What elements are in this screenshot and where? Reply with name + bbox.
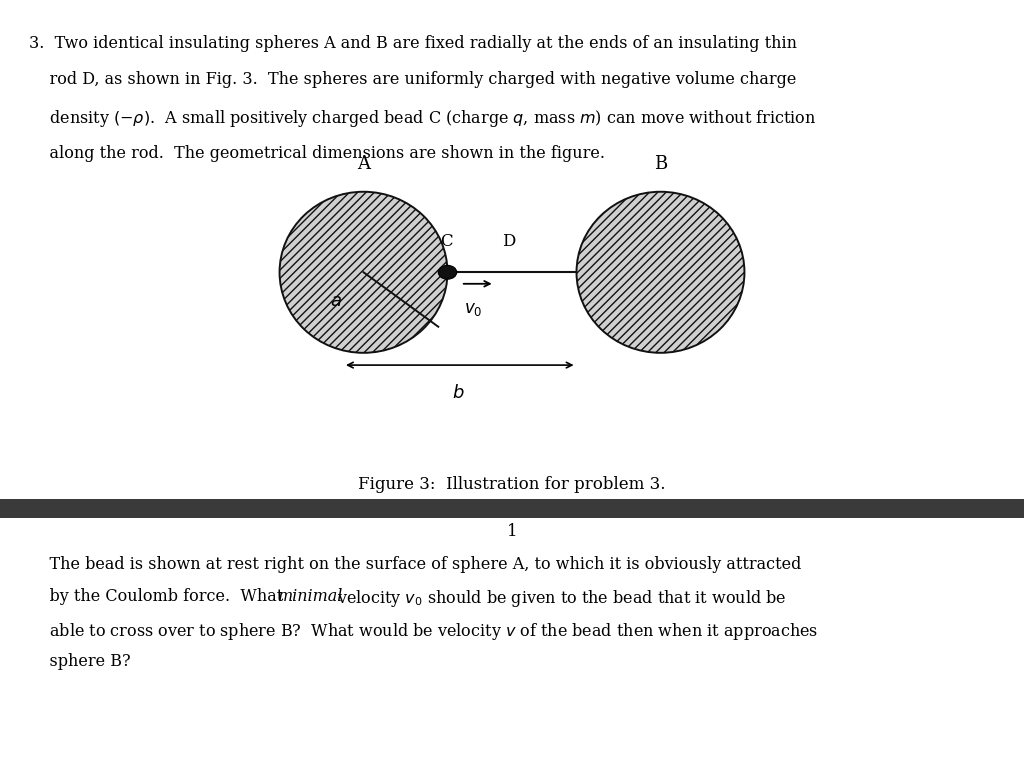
Text: along the rod.  The geometrical dimensions are shown in the figure.: along the rod. The geometrical dimension… <box>29 145 604 162</box>
Text: density $(-\rho)$.  A small positively charged bead C (charge $q$, mass $m$) can: density $(-\rho)$. A small positively ch… <box>29 108 816 129</box>
Text: 1: 1 <box>507 523 517 540</box>
Text: $a$: $a$ <box>330 291 342 310</box>
Text: 3.  Two identical insulating spheres A and B are fixed radially at the ends of a: 3. Two identical insulating spheres A an… <box>29 35 797 51</box>
Text: A: A <box>357 156 370 173</box>
Text: minimal: minimal <box>278 588 343 605</box>
Text: by the Coulomb force.  What: by the Coulomb force. What <box>29 588 288 605</box>
Text: rod D, as shown in Fig. 3.  The spheres are uniformly charged with negative volu: rod D, as shown in Fig. 3. The spheres a… <box>29 71 796 88</box>
Text: B: B <box>654 156 667 173</box>
Text: D: D <box>502 233 516 250</box>
Text: $v_0$: $v_0$ <box>464 301 482 318</box>
Text: The bead is shown at rest right on the surface of sphere A, to which it is obvio: The bead is shown at rest right on the s… <box>29 556 801 573</box>
Text: C: C <box>440 233 453 250</box>
Ellipse shape <box>280 192 447 353</box>
Circle shape <box>438 265 457 279</box>
Bar <box>0 499 1024 518</box>
Ellipse shape <box>577 192 744 353</box>
Text: $b$: $b$ <box>453 384 465 401</box>
Text: able to cross over to sphere B?  What would be velocity $v$ of the bead then whe: able to cross over to sphere B? What wou… <box>29 621 818 641</box>
Text: Figure 3:  Illustration for problem 3.: Figure 3: Illustration for problem 3. <box>358 476 666 492</box>
Text: velocity $v_0$ should be given to the bead that it would be: velocity $v_0$ should be given to the be… <box>332 588 786 609</box>
Text: sphere B?: sphere B? <box>29 653 130 670</box>
